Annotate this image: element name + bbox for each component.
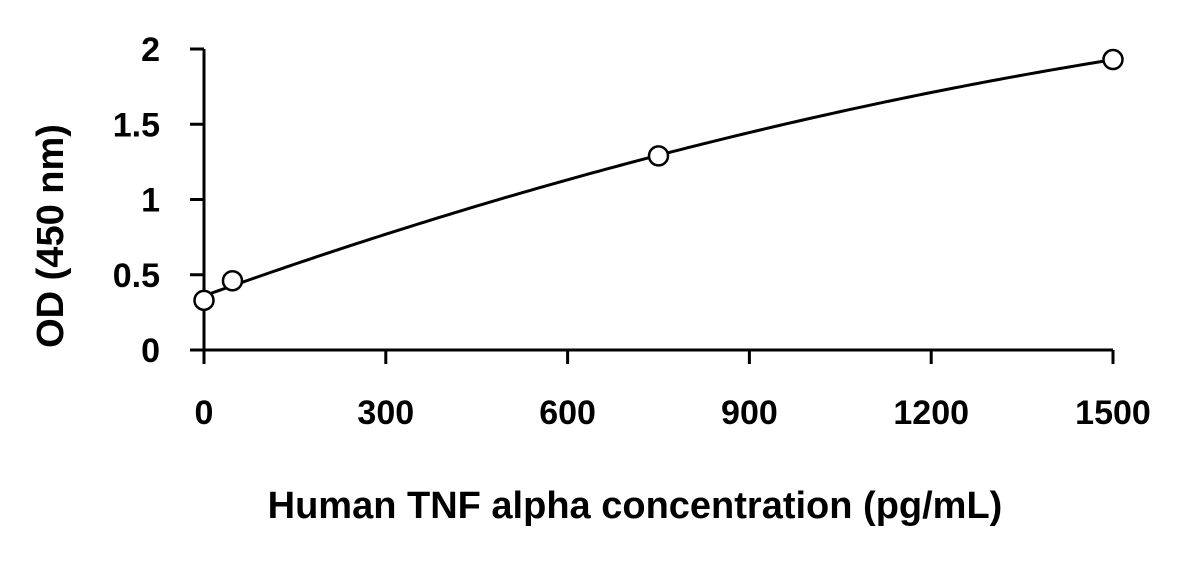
axes: 0 0.5 1 1.5 2 0 300 600 900 1200 1500	[113, 31, 1151, 432]
x-tick-label: 1200	[893, 394, 969, 432]
x-tick-label: 0	[195, 394, 214, 432]
y-tick-label: 0	[141, 332, 160, 370]
data-point	[1102, 48, 1124, 71]
y-tick-label: 0.5	[113, 257, 160, 295]
y-tick-label: 1	[141, 182, 160, 220]
fit-curve-layer	[203, 58, 1114, 298]
x-axis-label: Human TNF alpha concentration (pg/mL)	[268, 485, 1003, 527]
y-tick-label: 1.5	[113, 106, 160, 144]
y-axis-label: OD (450 nm)	[30, 124, 72, 348]
data-point	[647, 145, 670, 167]
y-tick-label: 2	[141, 31, 160, 69]
x-tick-label: 900	[721, 394, 778, 432]
x-tick-label: 1500	[1075, 394, 1151, 432]
data-points	[193, 48, 1124, 312]
data-point	[193, 289, 215, 312]
x-tick-label: 300	[357, 394, 414, 432]
data-point	[221, 270, 244, 292]
x-tick-label: 600	[539, 394, 596, 432]
fit-curve	[203, 58, 1114, 298]
